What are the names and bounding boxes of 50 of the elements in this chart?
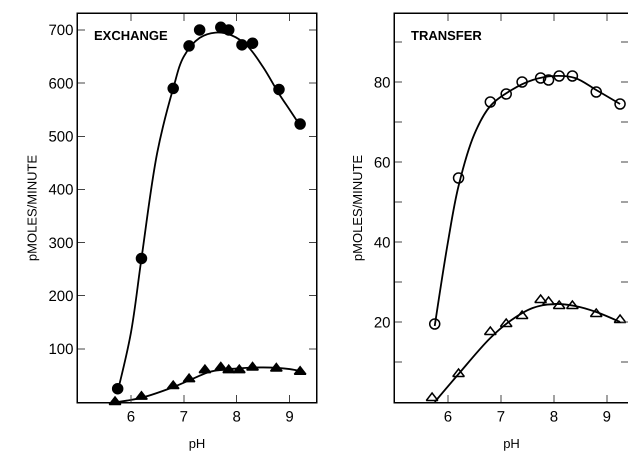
point <box>484 96 496 108</box>
point <box>534 72 546 84</box>
y-tick-label: 600 <box>48 75 74 92</box>
x-tick-label: 8 <box>550 408 558 426</box>
y-tick-label: 60 <box>374 154 390 172</box>
point <box>294 366 307 375</box>
y-tick-label: 500 <box>48 128 74 146</box>
y-tick-label: 700 <box>48 22 74 40</box>
point <box>452 172 464 184</box>
x-tick-label: 9 <box>602 408 611 426</box>
y-tick-label: 20 <box>374 314 390 332</box>
point <box>516 310 529 320</box>
y-tick-label: 40 <box>374 234 390 252</box>
point <box>614 98 626 110</box>
point <box>500 318 513 328</box>
point <box>484 326 497 336</box>
point <box>516 76 528 88</box>
point <box>542 74 554 86</box>
point <box>614 314 627 324</box>
point <box>566 300 579 310</box>
x-axis-title: pH <box>188 436 206 451</box>
point <box>552 300 566 310</box>
point <box>246 37 258 49</box>
y-axis-title: pMOLES/MINUTE <box>24 154 40 262</box>
x-tick-label: 7 <box>180 408 188 426</box>
point <box>428 318 440 330</box>
point <box>553 70 565 82</box>
point <box>500 88 512 100</box>
y-tick-label: 300 <box>48 234 74 252</box>
point <box>566 70 578 82</box>
y-tick-label: 200 <box>48 288 74 305</box>
point <box>590 86 602 98</box>
x-tick-label: 8 <box>232 408 241 426</box>
text: TRANSFER <box>411 28 482 43</box>
point <box>542 296 556 306</box>
y-tick-label: 80 <box>374 74 390 92</box>
x-axis-title: pH <box>503 436 520 451</box>
x-tick-label: 6 <box>444 408 452 426</box>
x-tick-label: 6 <box>126 408 136 426</box>
x-tick-label: 7 <box>496 408 506 426</box>
y-axis-title: pMOLES/MINUTE <box>350 154 366 262</box>
x-tick-label: 9 <box>285 408 294 426</box>
point <box>534 294 548 304</box>
point <box>452 368 466 378</box>
y-tick-label: 400 <box>48 182 74 199</box>
point <box>194 24 206 36</box>
y-tick-label: 100 <box>48 341 74 358</box>
point <box>590 308 603 318</box>
point <box>426 392 439 402</box>
text: EXCHANGE <box>94 28 168 43</box>
